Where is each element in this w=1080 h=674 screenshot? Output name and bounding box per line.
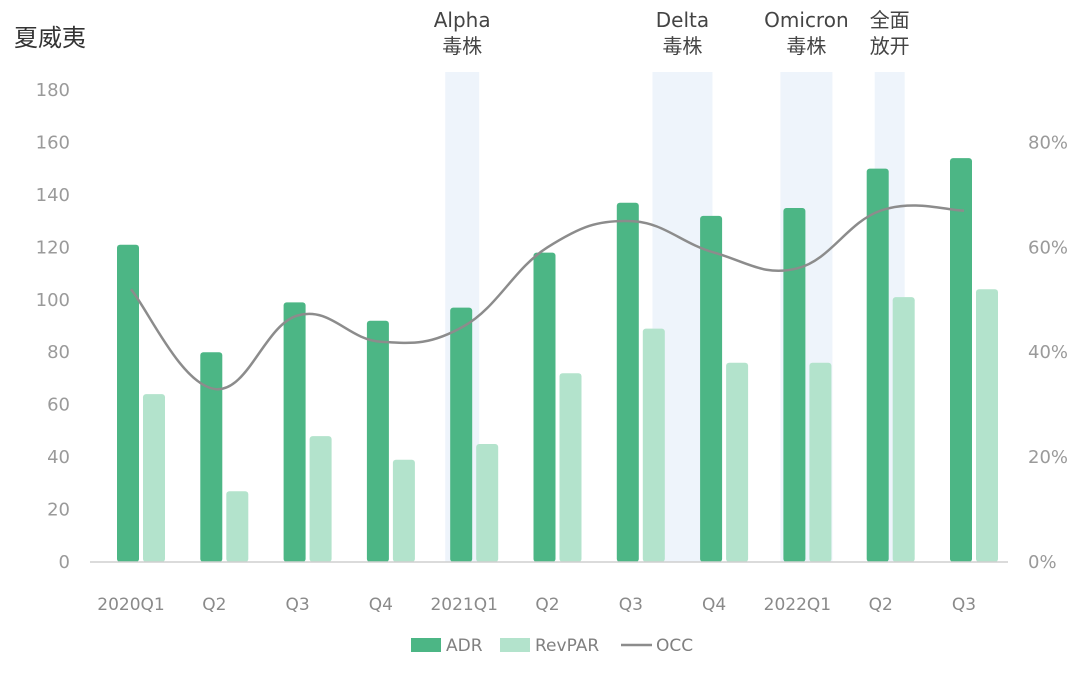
x-tick-label: 2022Q1 <box>764 595 831 615</box>
revpar-bar <box>476 444 499 562</box>
event-annotation-label: 毒株 <box>442 34 482 58</box>
x-tick-label: Q2 <box>869 595 893 615</box>
occ-line <box>130 204 965 391</box>
revpar-bar <box>892 297 915 562</box>
legend-swatch-revpar <box>500 638 530 652</box>
x-tick-label: Q4 <box>702 595 726 615</box>
revpar-bar <box>726 362 749 562</box>
event-annotation-label: 放开 <box>870 34 910 58</box>
event-annotation-label: 全面 <box>870 8 910 32</box>
y-right-tick-label: 40% <box>1028 342 1068 363</box>
y-left-tick-label: 80 <box>47 342 70 363</box>
x-tick-label: 2020Q1 <box>97 595 164 615</box>
adr-bar <box>783 208 806 562</box>
adr-bar <box>450 307 473 562</box>
event-annotation-label: Alpha <box>434 8 491 32</box>
adr-bar <box>866 168 889 562</box>
event-annotation-label: 毒株 <box>786 34 826 58</box>
revpar-bar <box>143 394 165 562</box>
adr-bar <box>366 320 389 562</box>
x-tick-label: Q3 <box>952 595 976 615</box>
adr-bar <box>616 202 639 562</box>
event-annotation-label: Delta <box>656 8 709 32</box>
adr-bar <box>283 302 306 562</box>
x-tick-label: 2021Q1 <box>430 595 497 615</box>
adr-bar <box>200 352 223 562</box>
x-tick-label: Q2 <box>535 595 559 615</box>
adr-bar <box>950 158 972 562</box>
y-left-tick-label: 40 <box>47 447 70 468</box>
y-left-tick-label: 180 <box>36 80 70 101</box>
revpar-bar <box>226 491 249 562</box>
y-left-tick-label: 160 <box>36 132 70 153</box>
adr-bar <box>117 244 139 562</box>
y-left-tick-label: 120 <box>36 237 70 258</box>
revpar-bar <box>559 373 582 562</box>
y-left-tick-label: 20 <box>47 500 70 521</box>
y-left-tick-label: 60 <box>47 395 70 416</box>
legend-label-revpar: RevPAR <box>535 636 599 656</box>
revpar-bar <box>392 459 415 562</box>
legend-label-adr: ADR <box>446 636 483 656</box>
revpar-bar <box>976 289 998 562</box>
event-annotation-label: Omicron <box>764 8 848 32</box>
x-tick-label: Q3 <box>285 595 309 615</box>
adr-bar <box>700 215 723 562</box>
x-tick-label: Q2 <box>202 595 226 615</box>
y-right-tick-label: 60% <box>1028 237 1068 258</box>
chart-title: 夏威夷 <box>14 24 86 52</box>
x-tick-label: Q4 <box>369 595 393 615</box>
y-left-tick-label: 140 <box>36 185 70 206</box>
y-right-tick-label: 0% <box>1028 552 1057 573</box>
event-annotation-label: 毒株 <box>662 34 702 58</box>
y-right-tick-label: 80% <box>1028 132 1068 153</box>
x-tick-label: Q3 <box>619 595 643 615</box>
legend-swatch-adr <box>411 638 441 652</box>
revpar-bar <box>809 362 832 562</box>
y-right-tick-label: 20% <box>1028 447 1068 468</box>
y-left-tick-label: 0 <box>59 552 70 573</box>
revpar-bar <box>309 436 332 562</box>
y-left-tick-label: 100 <box>36 290 70 311</box>
legend-label-occ: OCC <box>656 636 693 656</box>
revpar-bar <box>642 328 665 562</box>
adr-bar <box>533 252 556 563</box>
